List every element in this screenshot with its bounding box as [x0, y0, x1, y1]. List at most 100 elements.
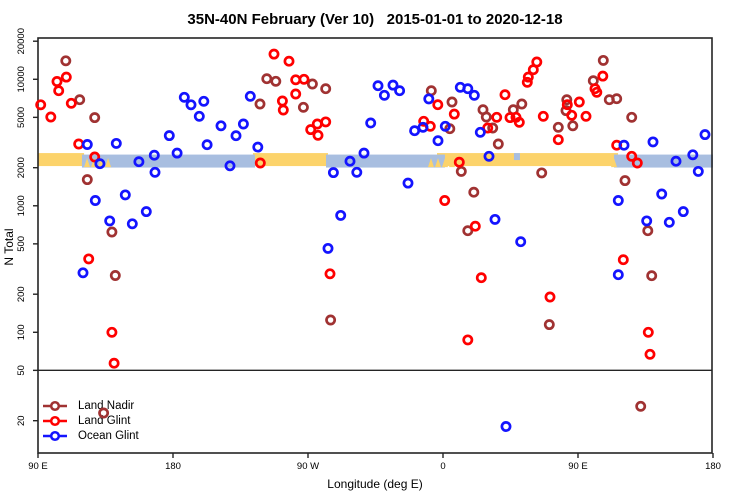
- data-point-ocean-glint: [489, 213, 501, 225]
- data-point-land-nadir: [81, 174, 93, 186]
- data-point-land-glint: [597, 70, 609, 82]
- data-point-land-glint: [552, 134, 564, 146]
- data-point-land-nadir: [597, 54, 609, 66]
- data-point-land-nadir: [98, 407, 110, 419]
- data-point-land-nadir: [254, 98, 266, 110]
- data-point-land-nadir: [320, 83, 332, 95]
- data-point-ocean-glint: [372, 80, 384, 92]
- data-point-ocean-glint: [77, 267, 89, 279]
- data-point-land-nadir: [109, 270, 121, 281]
- data-point-land-glint: [305, 124, 317, 136]
- data-point-ocean-glint: [104, 215, 116, 227]
- y-tick-label: 2000: [16, 157, 27, 178]
- band-transition-tooth: [428, 158, 434, 168]
- data-point-ocean-glint: [149, 166, 161, 178]
- data-point-land-glint: [108, 357, 120, 369]
- data-point-land-nadir: [567, 120, 579, 132]
- data-point-ocean-glint: [468, 89, 480, 101]
- data-point-land-glint: [277, 104, 289, 116]
- band-expected-sampling-blue: [81, 154, 256, 168]
- data-point-ocean-glint: [89, 195, 101, 206]
- data-point-ocean-glint: [252, 141, 264, 153]
- data-point-land-glint: [290, 88, 302, 100]
- y-tick-label: 10000: [16, 66, 27, 92]
- data-point-land-nadir: [480, 111, 492, 123]
- data-point-land-nadir: [561, 94, 573, 106]
- data-point-land-glint: [60, 71, 72, 83]
- data-point-land-glint: [561, 99, 573, 111]
- band-expected-sampling-gold: [252, 153, 328, 167]
- data-point-ocean-glint: [612, 195, 624, 206]
- data-point-ocean-glint: [178, 91, 190, 103]
- data-point-land-glint: [617, 254, 629, 266]
- legend-row-land-nadir: Land Nadir: [42, 398, 139, 413]
- y-tick-label: 50: [16, 365, 27, 376]
- x-tick-label: 90 W: [297, 461, 319, 472]
- x-tick-label: 0: [440, 461, 445, 472]
- data-point-land-glint: [298, 73, 310, 85]
- y-tick-label: 200: [16, 286, 27, 302]
- data-point-land-glint: [254, 157, 266, 169]
- data-point-ocean-glint: [198, 95, 210, 107]
- y-tick-label: 20000: [16, 28, 27, 54]
- data-point-land-glint: [642, 326, 654, 338]
- data-point-ocean-glint: [148, 149, 160, 161]
- data-point-land-glint: [320, 116, 332, 128]
- band-transition-tooth: [611, 158, 617, 168]
- data-point-land-glint: [537, 110, 549, 122]
- y-tick-label: 100: [16, 324, 27, 340]
- data-point-land-glint: [65, 97, 77, 109]
- legend-label-land-nadir: Land Nadir: [78, 399, 135, 412]
- x-tick-label: 90 E: [28, 461, 48, 472]
- data-point-ocean-glint: [344, 155, 356, 167]
- data-point-land-nadir: [611, 93, 623, 105]
- x-tick-label: 180: [165, 461, 181, 472]
- data-point-land-glint: [544, 291, 556, 303]
- data-point-land-glint: [644, 348, 656, 360]
- data-point-ocean-glint: [322, 242, 334, 254]
- data-point-ocean-glint: [423, 93, 435, 105]
- data-point-land-glint: [573, 96, 585, 108]
- data-point-land-glint: [73, 138, 85, 150]
- data-point-land-glint: [276, 95, 288, 107]
- data-point-ocean-glint: [193, 110, 205, 122]
- data-point-ocean-glint: [215, 120, 227, 132]
- data-point-land-glint: [491, 111, 503, 123]
- data-point-land-glint: [51, 76, 63, 87]
- legend: Land Nadir Land Glint Ocean Glint: [42, 398, 139, 443]
- x-tick-label: 90 E: [568, 461, 588, 472]
- x-axis-title: Longitude (deg E): [327, 477, 423, 491]
- data-point-ocean-glint: [185, 99, 197, 111]
- data-point-ocean-glint: [140, 206, 152, 218]
- data-point-land-nadir: [60, 55, 72, 67]
- data-point-ocean-glint: [483, 150, 495, 162]
- data-point-ocean-glint: [119, 189, 131, 201]
- band-transition-tooth: [442, 158, 448, 168]
- data-point-land-glint: [522, 71, 534, 83]
- legend-marker-ocean-glint-icon: [43, 430, 67, 441]
- data-point-land-glint: [521, 76, 533, 88]
- data-point-ocean-glint: [663, 216, 675, 228]
- data-point-land-nadir: [552, 121, 564, 133]
- data-point-ocean-glint: [133, 156, 145, 168]
- data-point-ocean-glint: [402, 177, 414, 189]
- data-point-ocean-glint: [432, 135, 444, 147]
- data-point-land-glint: [453, 156, 465, 168]
- data-point-ocean-glint: [670, 155, 682, 167]
- band-transition-tooth: [449, 158, 455, 168]
- data-point-land-glint: [35, 99, 47, 111]
- data-point-ocean-glint: [656, 188, 668, 200]
- data-point-ocean-glint: [394, 85, 406, 97]
- data-point-land-nadir: [646, 270, 658, 282]
- band-transition-tooth: [84, 158, 91, 168]
- data-point-land-glint: [462, 334, 474, 346]
- data-point-land-glint: [626, 150, 638, 162]
- data-point-land-nadir: [261, 73, 273, 85]
- data-point-land-nadir: [642, 225, 654, 237]
- band-transition-tooth: [435, 158, 441, 168]
- y-tick-label: 500: [16, 236, 27, 252]
- data-point-ocean-glint: [81, 139, 93, 150]
- data-point-land-glint: [566, 109, 578, 121]
